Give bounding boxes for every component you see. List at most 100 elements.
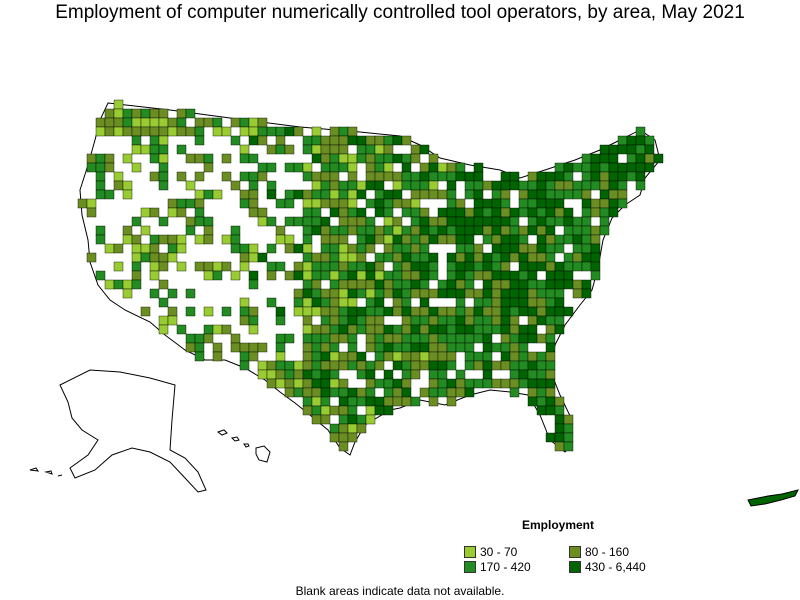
map-area xyxy=(527,279,538,290)
map-area xyxy=(464,324,475,335)
map-area xyxy=(131,279,142,290)
map-area xyxy=(356,225,367,236)
map-area xyxy=(473,261,484,272)
map-area xyxy=(536,297,547,308)
map-area xyxy=(329,198,340,209)
map-area xyxy=(563,252,574,263)
map-area xyxy=(437,324,448,335)
map-area xyxy=(140,108,151,119)
map-area xyxy=(356,279,367,290)
map-area xyxy=(410,153,421,164)
map-area xyxy=(275,144,286,155)
map-area xyxy=(374,198,385,209)
map-area xyxy=(158,135,169,146)
map-area xyxy=(572,243,583,254)
map-area xyxy=(248,153,259,164)
map-area xyxy=(554,423,565,434)
map-area xyxy=(374,189,385,200)
map-area xyxy=(248,324,259,335)
map-area xyxy=(356,324,367,335)
map-area xyxy=(464,315,475,326)
map-area xyxy=(302,351,313,362)
map-area xyxy=(437,189,448,200)
map-area xyxy=(365,333,376,344)
map-area xyxy=(545,315,556,326)
map-area xyxy=(365,288,376,299)
map-area xyxy=(626,162,637,173)
map-area xyxy=(536,351,547,362)
map-area xyxy=(203,306,214,317)
map-area xyxy=(590,261,601,272)
map-area xyxy=(581,180,592,191)
map-area xyxy=(419,306,430,317)
map-area xyxy=(509,252,520,263)
map-area xyxy=(563,306,574,317)
map-area xyxy=(275,315,286,326)
map-area xyxy=(77,198,88,209)
map-area xyxy=(131,270,142,281)
map-area xyxy=(473,225,484,236)
map-area xyxy=(527,315,538,326)
map-area xyxy=(617,198,628,209)
map-area xyxy=(491,270,502,281)
map-area xyxy=(374,306,385,317)
map-area xyxy=(383,144,394,155)
map-area xyxy=(608,198,619,209)
map-area xyxy=(104,117,115,128)
map-area xyxy=(410,180,421,191)
map-area xyxy=(230,117,241,128)
map-area xyxy=(428,324,439,335)
map-area xyxy=(95,126,106,137)
map-area xyxy=(527,396,538,407)
map-area xyxy=(302,252,313,263)
map-area xyxy=(563,216,574,227)
map-area xyxy=(572,189,583,200)
map-area xyxy=(302,369,313,380)
map-area xyxy=(626,171,637,182)
map-area xyxy=(554,297,565,308)
map-area xyxy=(464,288,475,299)
map-area xyxy=(302,360,313,371)
map-area xyxy=(302,261,313,272)
map-area xyxy=(311,198,322,209)
map-area xyxy=(230,180,241,191)
map-area xyxy=(338,414,349,425)
map-area xyxy=(140,144,151,155)
legend-label: 80 - 160 xyxy=(585,545,630,559)
map-area xyxy=(536,252,547,263)
map-area xyxy=(311,135,322,146)
map-area xyxy=(482,252,493,263)
map-area xyxy=(392,378,403,389)
map-area xyxy=(356,288,367,299)
map-area xyxy=(167,117,178,128)
map-area xyxy=(482,225,493,236)
map-area xyxy=(311,153,322,164)
map-area xyxy=(374,270,385,281)
map-area xyxy=(635,144,646,155)
map-area xyxy=(518,270,529,281)
map-area xyxy=(419,225,430,236)
map-area xyxy=(500,324,511,335)
map-area xyxy=(329,297,340,308)
map-area xyxy=(455,270,466,281)
map-area xyxy=(329,369,340,380)
map-area xyxy=(311,144,322,155)
map-area xyxy=(356,270,367,281)
map-area xyxy=(284,234,295,245)
map-area xyxy=(302,135,313,146)
map-area xyxy=(401,162,412,173)
map-area xyxy=(302,207,313,218)
map-area xyxy=(113,180,124,191)
map-area xyxy=(473,351,484,362)
map-area xyxy=(473,207,484,218)
map-area xyxy=(356,351,367,362)
map-area xyxy=(419,144,430,155)
map-area xyxy=(230,135,241,146)
map-area xyxy=(500,198,511,209)
map-area xyxy=(455,225,466,236)
map-area xyxy=(203,189,214,200)
map-area xyxy=(383,378,394,389)
map-area xyxy=(266,144,277,155)
map-area xyxy=(311,360,322,371)
map-area xyxy=(446,171,457,182)
